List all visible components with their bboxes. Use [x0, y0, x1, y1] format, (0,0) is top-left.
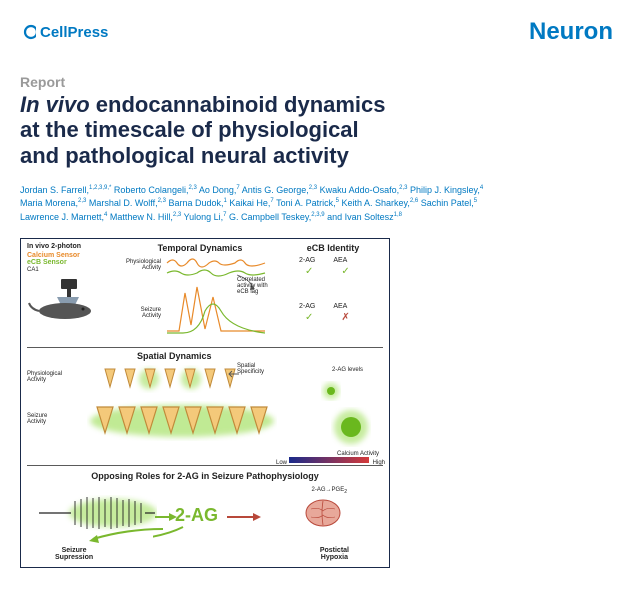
author: Ao Dong, — [199, 185, 237, 195]
affil-sup: 2,3 — [399, 185, 407, 191]
correlated-label: Correlated activity with eCB lag — [237, 277, 285, 295]
affil-sup: 7 — [223, 212, 226, 218]
down-arrow-icon — [87, 527, 167, 547]
rxn-sub: 2 — [344, 490, 347, 496]
author: Marshal D. Wolff, — [89, 198, 158, 208]
check-icon: ✓ — [341, 266, 349, 277]
calcium-sensor-label: Calcium Sensor — [27, 252, 119, 259]
author: Kaikai He, — [229, 198, 270, 208]
cellpress-icon — [20, 24, 36, 40]
affil-sup: 1,8 — [394, 212, 402, 218]
author: Toni A. Patrick, — [276, 198, 336, 208]
gradient-bar — [289, 457, 369, 463]
affil-sup: 2,3 — [173, 212, 181, 218]
arrow-icon — [227, 369, 241, 379]
author: Lawrence J. Marnett, — [20, 212, 104, 222]
paper-header: CellPress Neuron — [20, 18, 613, 46]
article-title: In vivo endocannabinoid dynamics at the … — [20, 92, 613, 168]
reaction-label: 2-AG→PGE2 — [312, 487, 347, 495]
author: Philip J. Kingsley, — [410, 185, 480, 195]
divider — [27, 347, 383, 348]
affil-sup: 1 — [223, 198, 226, 204]
big-dot-icon — [331, 407, 371, 447]
affil-sup: 4 — [480, 185, 483, 191]
affil-sup: 2,3 — [188, 185, 196, 191]
levels-2ag-label: 2-AG levels — [332, 367, 363, 373]
s1-left-header: In vivo 2-photon — [27, 243, 119, 250]
arrows-icon — [153, 497, 273, 541]
s2-seizure-label: Seizure Activity — [27, 413, 47, 425]
fig-section-spatial: Spatial Dynamics Physiological Activity … — [27, 351, 383, 463]
s1-mid-header: Temporal Dynamics — [125, 243, 275, 253]
author: Maria Morena, — [20, 198, 78, 208]
col-aea: AEA — [333, 257, 347, 264]
seizure-label: Seizure Activity — [121, 307, 161, 319]
journal-name: Neuron — [529, 18, 613, 46]
author: Yulong Li, — [184, 212, 224, 222]
neuron-row-seizure — [87, 401, 277, 446]
title-italic: In vivo — [20, 92, 90, 117]
temporal-traces-icon — [125, 253, 275, 337]
affil-sup: 2,3 — [78, 198, 86, 204]
affil-sup: 2,6 — [410, 198, 418, 204]
brain-icon — [303, 497, 343, 529]
author: G. Campbell Teskey, — [229, 212, 311, 222]
author: Matthew N. Hill, — [110, 212, 173, 222]
mouse-schematic-icon — [27, 279, 113, 321]
fig-section-temporal: In vivo 2-photon Calcium Sensor eCB Sens… — [27, 243, 383, 345]
publisher-brand: CellPress — [20, 24, 108, 41]
author: Keith A. Sharkey, — [341, 198, 409, 208]
author: Jordan S. Farrell, — [20, 185, 89, 195]
fig-section-opposing: Opposing Roles for 2-AG in Seizure Patho… — [27, 469, 383, 563]
author: Sachin Patel, — [421, 198, 474, 208]
dot-icon — [321, 381, 341, 401]
affil-sup: 7 — [236, 185, 239, 191]
affil-sup: 5 — [474, 198, 477, 204]
s1-right-header: eCB Identity — [285, 243, 381, 253]
affil-sup: 2,3 — [158, 198, 166, 204]
seizure-burst-icon — [37, 495, 157, 531]
divider — [27, 465, 383, 466]
author: Kwaku Addo-Osafo, — [320, 185, 400, 195]
check-icon: ✓ — [305, 312, 313, 323]
affil-sup: 5 — [336, 198, 339, 204]
affil-sup: 4 — [104, 212, 107, 218]
ca1-label: CA1 — [27, 267, 119, 273]
spatial-spec-label: Spatial Specificity — [237, 363, 264, 375]
ecb-sensor-label: eCB Sensor — [27, 259, 119, 266]
authors-block: Jordan S. Farrell,1,2,3,9,* Roberto Cola… — [20, 184, 613, 225]
s3-header: Opposing Roles for 2-AG in Seizure Patho… — [27, 471, 383, 481]
affil-sup: 2,3,9 — [311, 212, 324, 218]
check-icon: ✓ — [305, 266, 313, 277]
publisher-name: CellPress — [40, 24, 108, 41]
author: Roberto Colangeli, — [114, 185, 189, 195]
affil-sup: 2,3 — [309, 185, 317, 191]
author: Barna Dudok, — [168, 198, 223, 208]
graphical-abstract: In vivo 2-photon Calcium Sensor eCB Sens… — [20, 238, 390, 568]
affil-sup: 7 — [270, 198, 273, 204]
author: Antis G. George, — [242, 185, 309, 195]
col-aea-2: AEA — [333, 303, 347, 310]
article-type: Report — [20, 74, 613, 90]
seizure-suppression-label: Seizure Supression — [55, 547, 93, 561]
cross-icon: ✗ — [341, 312, 349, 323]
author: and Ivan Soltesz — [327, 212, 394, 222]
col-2ag-2: 2-AG — [299, 303, 315, 310]
affil-sup: 1,2,3,9,* — [89, 185, 111, 191]
rxn-text: 2-AG→PGE — [312, 487, 345, 493]
postictal-hypoxia-label: Postictal Hypoxia — [320, 547, 349, 561]
s2-physio-label: Physiological Activity — [27, 371, 62, 383]
s2-header: Spatial Dynamics — [137, 351, 212, 361]
col-2ag: 2-AG — [299, 257, 315, 264]
